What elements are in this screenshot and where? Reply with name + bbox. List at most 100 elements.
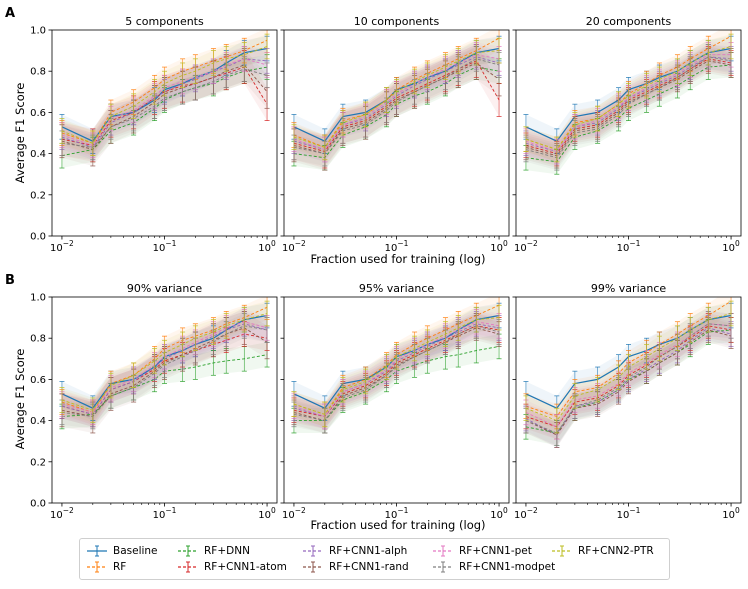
x-tick-label: 100 <box>258 239 276 254</box>
line-rf-cnn1-rand <box>293 327 500 422</box>
x-tick-label: 10−1 <box>153 506 177 521</box>
line-rf-cnn1-alph <box>61 323 268 415</box>
line-rf-cnn1-atom <box>293 325 500 417</box>
series-rf-cnn2-ptr <box>291 37 502 161</box>
legend-label: RF+CNN1-modpet <box>459 561 556 573</box>
panel-title: 95% variance <box>359 282 435 295</box>
line-rf-dnn <box>293 345 500 422</box>
line-rf-cnn2-ptr <box>525 46 732 151</box>
line-rf-cnn1-alph <box>293 323 500 418</box>
legend-label: Baseline <box>113 545 158 557</box>
line-rf-cnn1-pet <box>525 54 732 153</box>
plot-area <box>59 297 270 434</box>
y-tick-label: 0.6 <box>30 375 46 386</box>
line-rf <box>293 37 500 148</box>
line-rf-cnn1-modpet <box>61 325 268 417</box>
y-tick-label: 0.2 <box>30 457 46 468</box>
x-axis-label-bottom: Fraction used for training (log) <box>310 518 485 532</box>
plot-area <box>291 297 502 434</box>
legend-label: RF+DNN <box>204 545 250 557</box>
legend-swatch-baseline <box>87 545 107 557</box>
panel-3: 20 components 10−2 10−1 100 <box>512 15 742 254</box>
plot-area <box>59 30 270 169</box>
line-rf <box>61 39 268 144</box>
y-tick-label: 0.2 <box>30 190 46 201</box>
series-rf-cnn2-ptr <box>291 304 502 428</box>
legend-swatch-rf <box>87 561 107 573</box>
line-rf-dnn <box>293 66 500 159</box>
line-rf-cnn1-pet <box>525 323 732 428</box>
panel-letter-b: B <box>5 273 15 288</box>
line-rf-cnn1-rand <box>525 329 732 436</box>
x-tick-label: 10−1 <box>617 506 641 521</box>
x-tick-label: 10−2 <box>50 239 74 254</box>
series-rf-cnn2-ptr <box>523 33 734 163</box>
y-tick-label: 0.8 <box>30 334 46 345</box>
y-tick-label: 1.0 <box>30 293 46 304</box>
line-rf-cnn1-pet <box>61 321 268 413</box>
line-rf-cnn1-atom <box>525 325 732 428</box>
x-tick-label: 100 <box>490 239 508 254</box>
x-tick-label: 10−1 <box>153 239 177 254</box>
legend-label: RF+CNN2-PTR <box>578 545 654 557</box>
band-rf-cnn1-pet <box>61 46 268 158</box>
y-tick-label: 1.0 <box>30 26 46 37</box>
x-tick-label: 100 <box>722 239 740 254</box>
series-rf-cnn2-ptr <box>523 300 734 434</box>
legend-swatch-rf-cnn1-rand <box>303 561 323 573</box>
x-tick-label: 10−2 <box>282 506 306 521</box>
panel-title: 99% variance <box>591 282 667 295</box>
line-rf-cnn1-atom <box>61 66 268 146</box>
panel-title: 90% variance <box>127 282 203 295</box>
y-tick-label: 0.0 <box>30 232 46 243</box>
line-rf <box>61 306 268 413</box>
line-rf <box>525 35 732 151</box>
line-rf-dnn <box>61 354 268 417</box>
x-tick-label: 10−2 <box>514 239 538 254</box>
line-rf-cnn1-alph <box>293 56 500 151</box>
line-rf-cnn1-pet <box>61 58 268 146</box>
band-rf <box>61 30 268 156</box>
legend-label: RF+CNN1-alph <box>329 545 408 557</box>
line-rf <box>293 304 500 415</box>
legend-swatch-rf-cnn1-modpet <box>433 561 453 573</box>
x-tick-label: 100 <box>258 506 276 521</box>
line-rf-cnn1-modpet <box>293 58 500 155</box>
plot-area <box>291 30 502 171</box>
line-rf-cnn1-modpet <box>525 56 732 159</box>
legend-swatch-rf-dnn <box>178 545 198 557</box>
panel-letter-a: A <box>5 6 15 21</box>
line-rf-cnn2-ptr <box>293 50 500 148</box>
y-tick-label: 0.4 <box>30 149 46 160</box>
line-rf-cnn1-pet <box>293 54 500 151</box>
line-baseline <box>293 314 500 409</box>
line-rf-cnn2-ptr <box>61 313 268 411</box>
x-axis-label-top: Fraction used for training (log) <box>310 252 485 266</box>
line-rf-dnn <box>525 64 732 163</box>
panel-title: 10 components <box>354 15 440 28</box>
panels: 5 components 0.0 0.2 0.4 0.6 0.8 1.0 10−2 10−1 10… <box>30 15 742 521</box>
line-rf-cnn1-alph <box>525 327 732 436</box>
x-tick-label: 10−2 <box>514 506 538 521</box>
line-rf-cnn1-rand <box>61 64 268 151</box>
line-rf-cnn1-alph <box>525 56 732 153</box>
panel-4: 90% variance 0.0 0.2 0.4 0.6 0.8 1.0 10−2 10−1 10… <box>30 282 278 521</box>
panel-1: 5 components 0.0 0.2 0.4 0.6 0.8 1.0 10−2 10−1 10… <box>30 15 278 254</box>
y-tick-label: 0.4 <box>30 416 46 427</box>
legend: Baseline RF RF+DNN RF+CNN1-atom RF+CNN1-alph… <box>79 538 670 580</box>
series-rf-cnn2-ptr <box>59 300 270 424</box>
line-rf-cnn1-atom <box>525 58 732 155</box>
line-rf-cnn2-ptr <box>525 313 732 422</box>
legend-label: RF <box>113 561 127 573</box>
band-rf-dnn <box>61 342 268 429</box>
panel-title: 5 components <box>125 15 204 28</box>
x-tick-label: 10−1 <box>617 239 641 254</box>
line-rf-cnn1-rand <box>525 60 732 157</box>
line-rf-cnn2-ptr <box>293 317 500 415</box>
legend-swatch-rf-cnn2-ptr <box>552 545 572 557</box>
y-tick-label: 0.8 <box>30 67 46 78</box>
legend-swatch-rf-cnn1-alph <box>303 545 323 557</box>
